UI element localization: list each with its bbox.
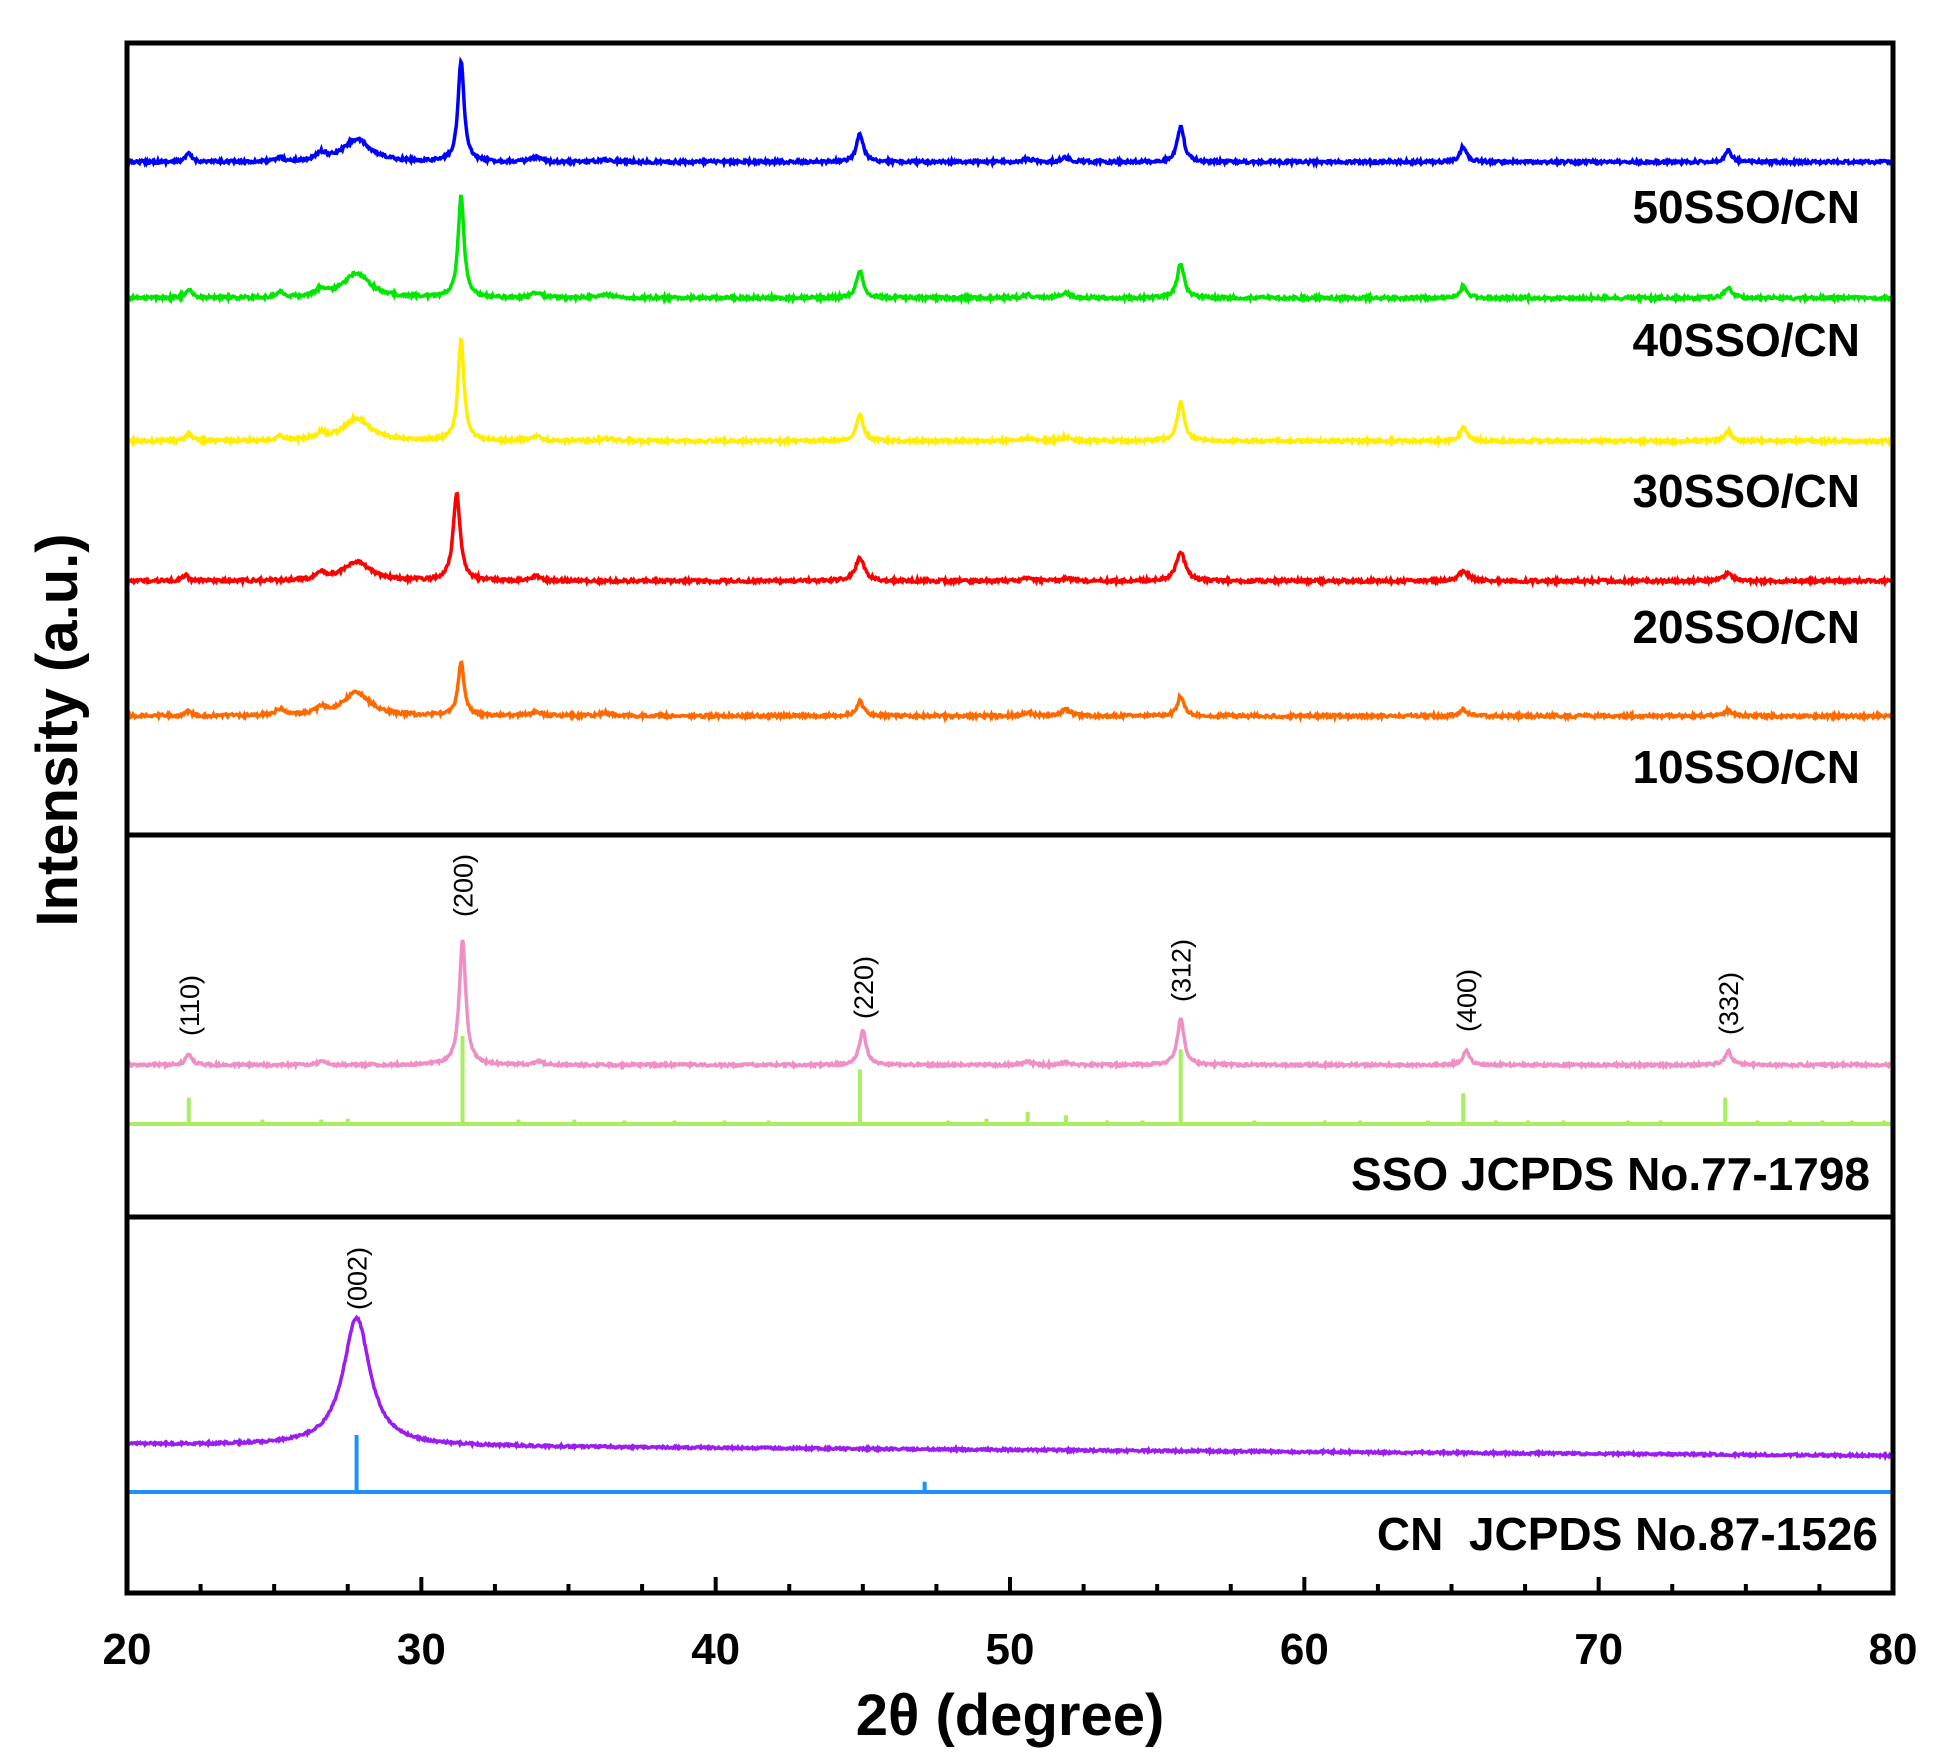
series-label-30sso-cn: 30SSO/CN [1632,465,1860,517]
peak-annotation: (332) [1714,972,1744,1035]
x-tick-label: 50 [986,1625,1035,1674]
x-tick-label: 30 [397,1625,446,1674]
series-curve-10sso-cn [126,660,1895,724]
peak-annotation: (220) [849,956,879,1019]
x-tick-label: 80 [1869,1625,1918,1674]
x-axis-ticks [125,1577,1895,1593]
series-curve-40sso-cn [126,194,1894,306]
sso-pattern-curve [125,939,1895,1071]
peak-annotation: (110) [175,975,205,1036]
x-tick-label: 60 [1280,1625,1329,1674]
series-label-10sso-cn: 10SSO/CN [1632,741,1860,793]
x-tick-label: 40 [691,1625,740,1674]
panel-cn-reference: (002) CN JCPDS No.87-1526 [125,1247,1894,1560]
cn-peak-annotations: (002) [343,1247,373,1310]
series-label-40sso-cn: 40SSO/CN [1632,314,1860,366]
panel-composites: 50SSO/CN 40SSO/CN 30SSO/CN 20SSO/CN 10SS… [125,56,1895,793]
composite-curves [125,56,1895,724]
sso-reference-label: SSO JCPDS No.77-1798 [1351,1148,1870,1200]
series-curve-30sso-cn [125,337,1895,449]
series-curve-20sso-cn [125,491,1895,589]
peak-annotation: (400) [1452,969,1482,1032]
x-axis-title: 2θ (degree) [856,1683,1165,1748]
series-label-50sso-cn: 50SSO/CN [1632,181,1860,233]
x-tick-label: 70 [1574,1625,1623,1674]
panel-sso-reference: (110) (200) (220) (312) (400) (332) SSO JCPDS… [125,854,1895,1200]
peak-annotation: (002) [343,1247,373,1310]
x-axis-tick-labels: 20 30 40 50 60 70 80 [103,1625,1918,1674]
cn-pattern-curve [125,1314,1894,1462]
peak-annotation: (312) [1167,939,1197,1002]
series-label-20sso-cn: 20SSO/CN [1632,601,1860,653]
x-tick-label: 20 [103,1625,152,1674]
sso-peak-annotations: (110) (200) (220) (312) (400) (332) [175,854,1744,1036]
cn-reference-label: CN JCPDS No.87-1526 [1377,1508,1878,1560]
series-curve-50sso-cn [125,56,1894,170]
peak-annotation: (200) [449,854,479,917]
y-axis-title: Intensity (a.u.) [25,533,90,926]
